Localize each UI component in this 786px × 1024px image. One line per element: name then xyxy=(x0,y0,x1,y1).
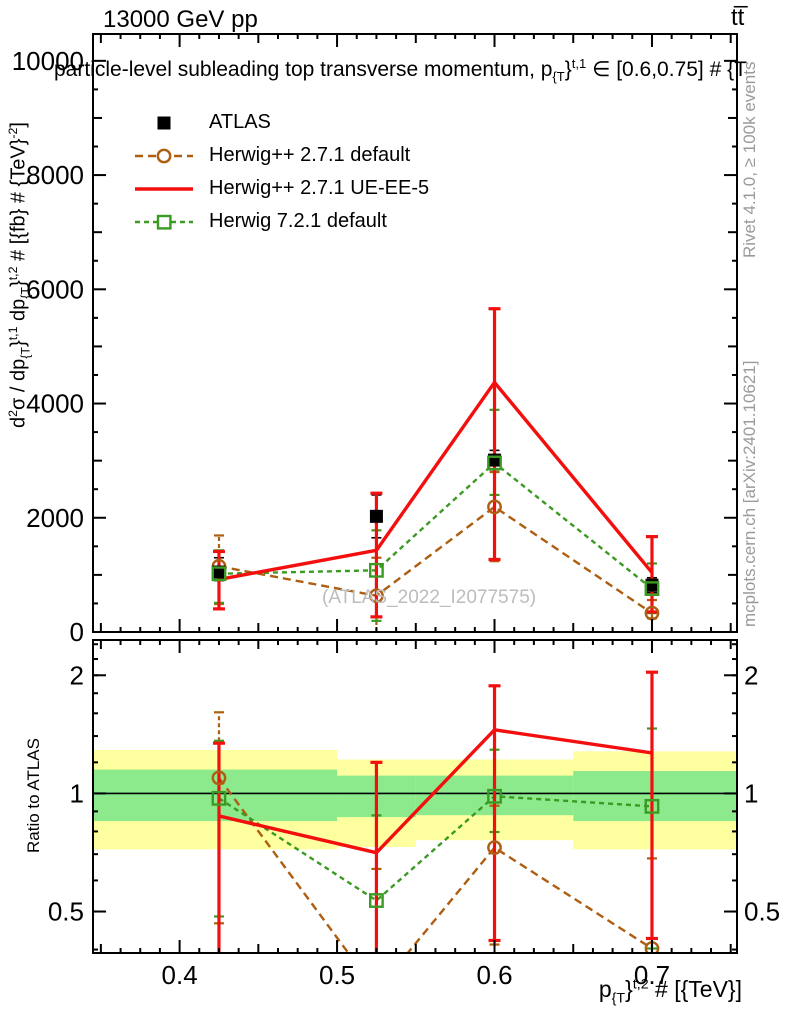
svg-text:0.5: 0.5 xyxy=(744,897,780,927)
svg-text:2000: 2000 xyxy=(26,503,84,533)
svg-text:1: 1 xyxy=(70,778,84,808)
svg-text:0.7: 0.7 xyxy=(634,960,670,990)
x-axis-label: p{T}t,2 # [{TeV}] xyxy=(598,976,742,1007)
svg-text:0.5: 0.5 xyxy=(48,897,84,927)
legend-marker-herwig-7-2-1-default xyxy=(135,214,193,230)
ratio-uncertainty-bands xyxy=(93,750,737,850)
svg-text:4000: 4000 xyxy=(26,389,84,419)
main-markers-herwig-7-2-1-default xyxy=(211,455,660,596)
ratio-series xyxy=(211,670,660,953)
legend-marker-herwig-2-7-1-ue-ee-5 xyxy=(135,186,193,191)
svg-text:2: 2 xyxy=(70,660,84,690)
ratio-markers-herwig-7-2-1-default xyxy=(211,788,660,908)
analysis-watermark: (ATLAS_2022_I2077575) xyxy=(322,587,537,608)
legend-marker-herwig-2-7-1-default xyxy=(135,148,193,163)
header-beam-energy: 13000 GeV pp xyxy=(103,6,258,33)
svg-text:8000: 8000 xyxy=(26,160,84,190)
svg-text:2: 2 xyxy=(744,660,758,690)
legend-label: Herwig++ 2.7.1 UE-EE-5 xyxy=(209,177,430,199)
axis-ticks xyxy=(93,34,737,953)
main-markers-atlas xyxy=(212,453,659,592)
svg-text:0.5: 0.5 xyxy=(319,960,355,990)
svg-text:0: 0 xyxy=(70,617,84,647)
header-process: tt̅ xyxy=(731,4,745,31)
svg-text:1: 1 xyxy=(744,778,758,808)
svg-text:0.4: 0.4 xyxy=(162,960,198,990)
legend-marker-atlas xyxy=(157,116,171,129)
legend-item-atlas: ATLAS xyxy=(133,106,429,139)
svg-text:10000: 10000 xyxy=(12,46,84,76)
rivet-version-note: Rivet 4.1.0, ≥ 100k events xyxy=(740,61,759,258)
y-axis-label-ratio: Ratio to ATLAS xyxy=(24,738,43,853)
main-series-herwig-2-7-1-ue-ee-5 xyxy=(212,307,658,619)
svg-text:0.6: 0.6 xyxy=(476,960,512,990)
main-series xyxy=(211,307,660,632)
axis-tick-labels: 0 2000 4000 6000 8000 10000 0.5 0.5 1 1 2 2 0.4 0.5 0.… xyxy=(12,46,780,990)
legend-item-herwig-2-7-1-ue-ee-5: Herwig++ 2.7.1 UE-EE-5 xyxy=(133,172,429,205)
legend-label: ATLAS xyxy=(209,111,271,133)
legend-label: Herwig 7.2.1 default xyxy=(209,210,387,232)
y-axis-label-main: d2σ / dp{T}t,1 dp{T}t,2 # [{fb} # {TeV}-… xyxy=(6,122,33,428)
svg-text:6000: 6000 xyxy=(26,274,84,304)
legend: ATLAS Herwig++ 2.7.1 default Herwig++ 2.7.… xyxy=(133,106,429,238)
legend-item-herwig-2-7-1-default: Herwig++ 2.7.1 default xyxy=(133,139,429,172)
mcplots-note: mcplots.cern.ch [arXiv:2401.10621] xyxy=(740,360,759,627)
legend-label: Herwig++ 2.7.1 default xyxy=(209,144,411,166)
plot-title: particle-level subleading top transverse… xyxy=(54,56,747,85)
legend-item-herwig-7-2-1-default: Herwig 7.2.1 default xyxy=(133,205,429,238)
